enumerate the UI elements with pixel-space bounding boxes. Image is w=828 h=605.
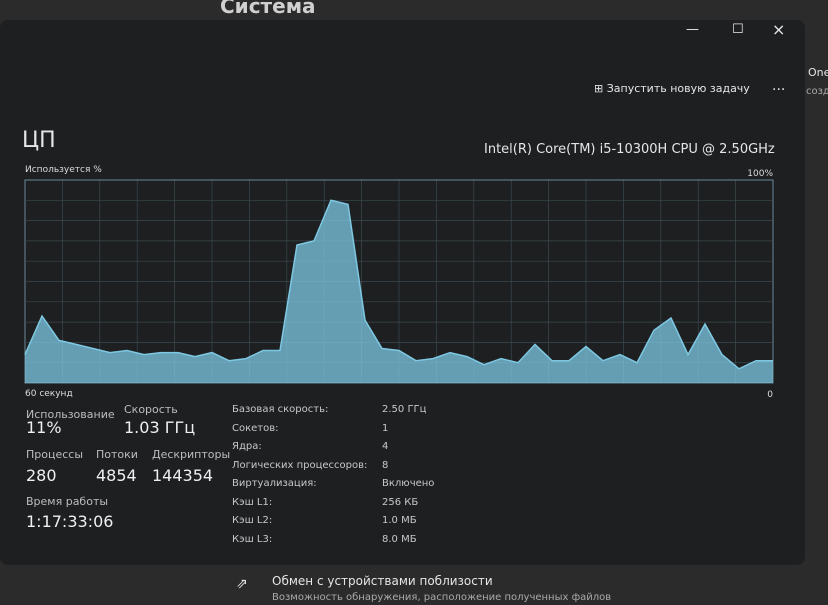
- handles: 144354: [152, 466, 214, 485]
- uptime: 1:17:33:06: [26, 512, 114, 531]
- icon: ⊞: [594, 82, 607, 95]
- more-button[interactable]: ...: [772, 78, 786, 94]
- minimize[interactable]: —: [686, 22, 699, 37]
- detail-value: 2.50 ГГц: [382, 404, 427, 415]
- cpu-name: Intel(R) Core(TM) i5-10300H CPU @ 2.50GH…: [484, 142, 775, 157]
- detail-value: 1.0 МБ: [382, 515, 417, 526]
- detail-value: Включено: [382, 478, 435, 489]
- uptime-label: Время работы: [26, 495, 109, 508]
- detail-label: Логических процессоров:: [232, 459, 368, 471]
- speed: 1.03 ГГц: [124, 418, 196, 437]
- footer-title: Обмен с устройствами поблизости: [272, 574, 493, 588]
- detail-value: 8.0 МБ: [382, 533, 417, 545]
- fragment: созда: [806, 86, 828, 97]
- fragment: OneD: [808, 66, 828, 79]
- threads: 4854: [96, 466, 137, 485]
- detail-label: Базовая скорость:: [232, 404, 329, 415]
- cpu-graph: Используется % 60 секунд 0 100%: [24, 165, 774, 400]
- page-title: Система: [220, 0, 316, 18]
- cpu-title: ЦП: [22, 128, 56, 153]
- run-task-label: Запустить новую задачу: [606, 82, 750, 95]
- y-tick-label: 0: [767, 390, 773, 400]
- detail-value: 4: [382, 441, 389, 452]
- maximize[interactable]: ☐: [732, 22, 744, 37]
- area-fill: [25, 200, 773, 383]
- cpu-line: [24, 199, 773, 370]
- handles-label: Дескрипторы: [152, 448, 231, 461]
- detail-value: 1: [382, 422, 389, 434]
- share-icon: ⇗: [236, 576, 248, 592]
- detail-label: Виртуализация:: [232, 478, 317, 489]
- usage: 11%: [26, 418, 62, 437]
- detail-value: 8: [382, 459, 389, 471]
- run-task-button[interactable]: ⊞ Запустить новую задачу: [594, 82, 750, 95]
- close[interactable]: ×: [772, 20, 786, 39]
- footer-subtitle: Возможность обнаружения, расположение по…: [272, 592, 612, 603]
- speed-label: Скорость: [124, 403, 178, 416]
- detail-label: Кэш L3:: [232, 533, 273, 545]
- detail-label: Кэш L1:: [232, 496, 273, 508]
- detail-label: Сокетов:: [232, 422, 279, 434]
- processes-label: Процессы: [26, 448, 84, 461]
- usage-label: Использование: [26, 403, 115, 422]
- threads-label: Потоки: [96, 448, 138, 461]
- y-tick-label: 100%: [747, 169, 773, 179]
- detail-label: Кэш L2:: [232, 515, 273, 526]
- detail-value: 256 КБ: [382, 496, 419, 508]
- x-axis-label: 60 секунд: [25, 389, 73, 399]
- processes: 280: [26, 466, 57, 485]
- detail-label: Ядра:: [232, 441, 262, 452]
- label: Использование: [26, 408, 115, 421]
- y-axis-label: Используется %: [25, 165, 102, 175]
- window: — ☐ × ⊞ Запустить новую задачу ... ЦП In…: [0, 20, 805, 592]
